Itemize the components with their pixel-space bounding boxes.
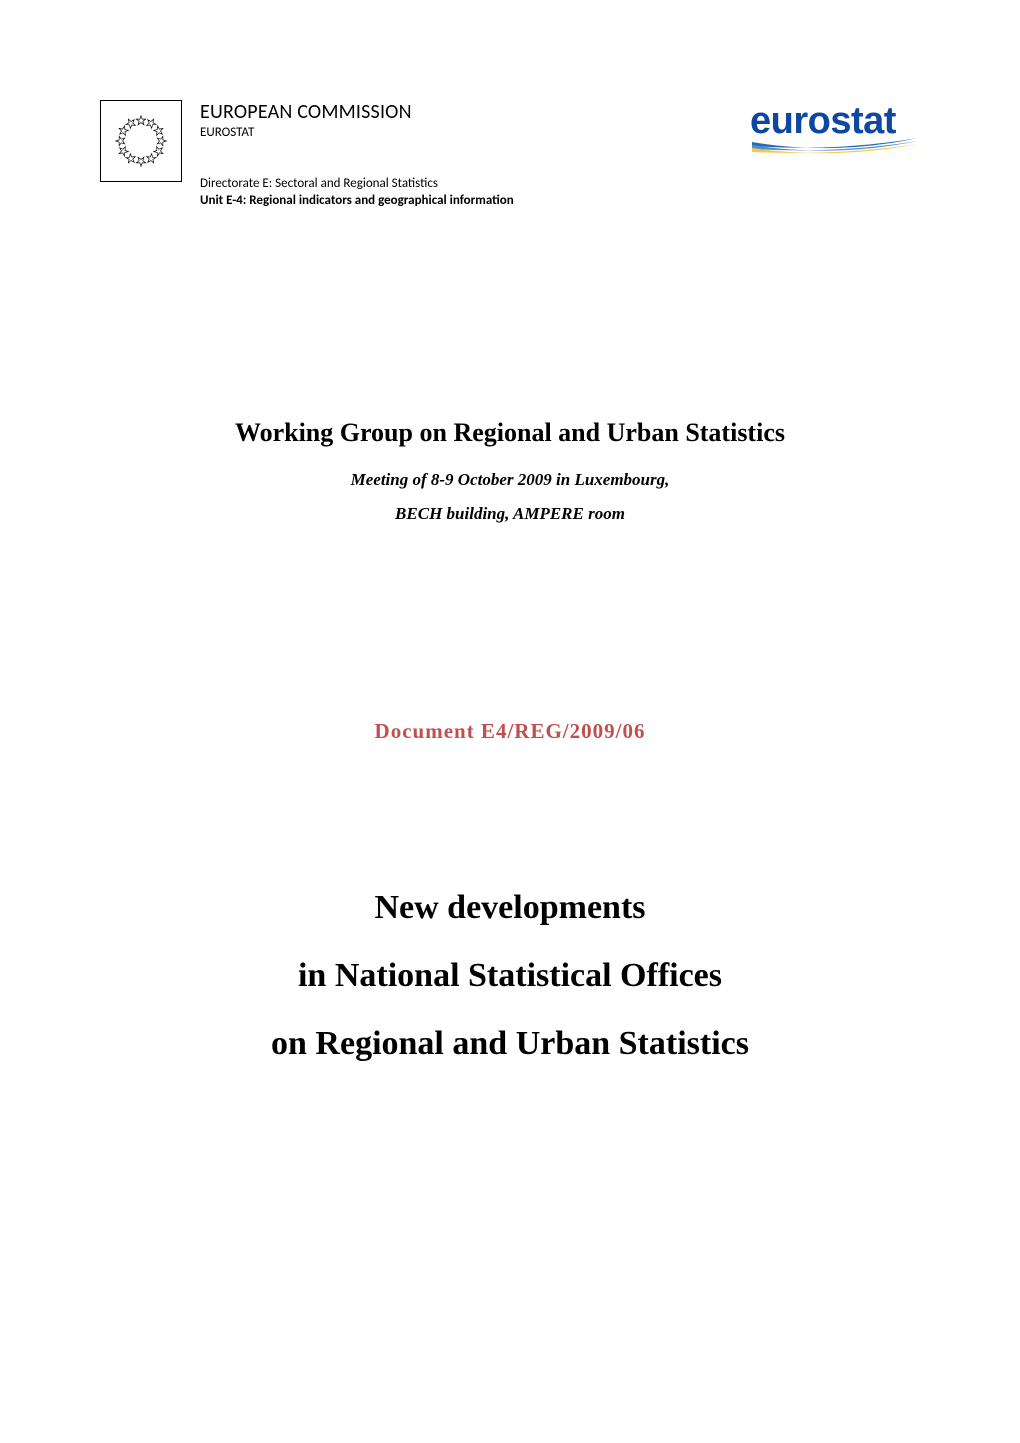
- document-title-line-1: New developments: [100, 874, 920, 942]
- document-title: New developments in National Statistical…: [100, 874, 920, 1078]
- document-id: Document E4/REG/2009/06: [100, 719, 920, 744]
- directorate-line: Directorate E: Sectoral and Regional Sta…: [200, 176, 920, 191]
- eu-flag-stars-icon: [107, 106, 175, 176]
- document-title-line-2: in National Statistical Offices: [100, 942, 920, 1010]
- title-section: Working Group on Regional and Urban Stat…: [100, 418, 920, 1078]
- eurostat-swoosh-icon: [750, 138, 920, 156]
- meeting-info: Meeting of 8-9 October 2009 in Luxembour…: [100, 470, 920, 490]
- eurostat-logo-text: eurostat: [750, 100, 920, 143]
- working-group-heading: Working Group on Regional and Urban Stat…: [100, 418, 920, 448]
- meeting-location: BECH building, AMPERE room: [100, 504, 920, 524]
- unit-line: Unit E-4: Regional indicators and geogra…: [200, 193, 920, 208]
- eurostat-logo: eurostat: [750, 100, 920, 161]
- eu-flag-logo: [100, 100, 182, 182]
- document-title-line-3: on Regional and Urban Statistics: [100, 1010, 920, 1078]
